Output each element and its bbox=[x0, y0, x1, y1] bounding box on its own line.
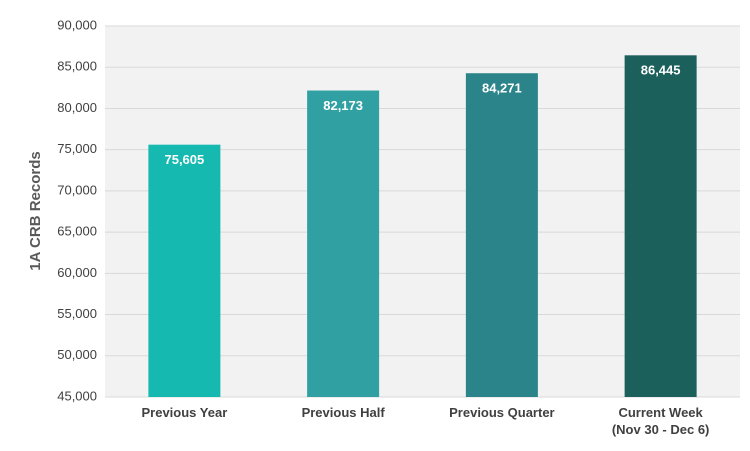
x-tick-label: Previous Half bbox=[301, 405, 385, 420]
y-tick-label: 90,000 bbox=[57, 17, 97, 32]
value-label: 75,605 bbox=[164, 152, 204, 167]
value-label: 86,445 bbox=[641, 63, 681, 78]
y-tick-label: 85,000 bbox=[57, 59, 97, 74]
value-label: 84,271 bbox=[482, 81, 522, 96]
y-tick-label: 70,000 bbox=[57, 182, 97, 197]
y-tick-label: 45,000 bbox=[57, 388, 97, 403]
x-tick-label: Previous Year bbox=[141, 405, 228, 420]
bar bbox=[624, 55, 697, 398]
x-tick-label: Current Week (Nov 30 - Dec 6) bbox=[611, 405, 710, 437]
bar bbox=[465, 73, 538, 397]
y-tick-label: 55,000 bbox=[57, 306, 97, 321]
value-label: 82,173 bbox=[323, 98, 363, 113]
y-tick-label: 75,000 bbox=[57, 141, 97, 156]
y-tick-label: 65,000 bbox=[57, 224, 97, 239]
y-tick-label: 80,000 bbox=[57, 100, 97, 115]
bar bbox=[148, 144, 221, 397]
y-tick-label: 60,000 bbox=[57, 265, 97, 280]
y-tick-label: 50,000 bbox=[57, 347, 97, 362]
bar bbox=[307, 90, 380, 397]
x-tick-label: Previous Quarter bbox=[449, 405, 555, 420]
y-axis-title: 1A CRB Records bbox=[27, 151, 44, 270]
